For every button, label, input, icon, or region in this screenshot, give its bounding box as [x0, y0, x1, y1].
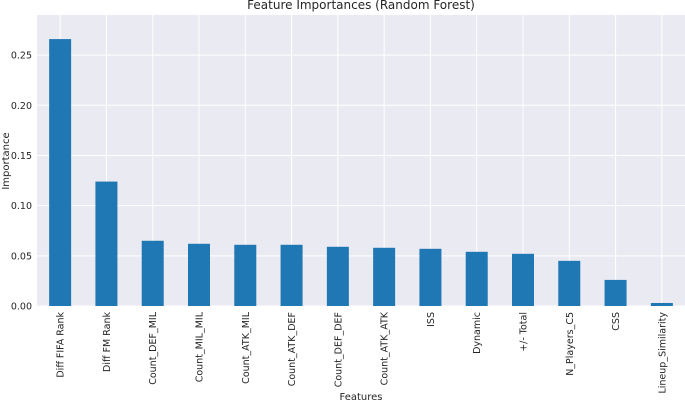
bar	[558, 260, 581, 306]
x-tick-label: Dynamic	[472, 312, 483, 354]
y-tick-label: 0.15	[11, 151, 32, 162]
x-tick-label: Count_ATK_MIL	[241, 311, 252, 384]
chart-title: Feature Importances (Random Forest)	[247, 0, 475, 12]
x-tick-label: Diff FIFA Rank	[56, 312, 67, 378]
bar	[141, 240, 164, 306]
x-tick-label: Count_ATK_DEF	[287, 312, 298, 386]
x-tick-labels: Diff FIFA Rank Diff FM Rank Count_DEF_MIL C…	[56, 311, 669, 393]
bar	[49, 39, 72, 306]
x-tick-label: Diff FM Rank	[102, 312, 113, 372]
plot-background	[37, 15, 685, 306]
bar	[465, 251, 488, 306]
y-tick-label: 0.20	[11, 101, 32, 112]
bar	[650, 302, 673, 306]
y-tick-labels: 0.00 0.05 0.10 0.15 0.20 0.25	[11, 51, 32, 313]
x-tick-label: +/- Total	[519, 312, 530, 352]
bar	[512, 253, 534, 306]
bar	[234, 244, 257, 306]
x-tick-label: CSS	[611, 312, 622, 331]
y-axis-label: Importance	[1, 132, 12, 189]
y-tick-label: 0.00	[11, 302, 32, 313]
bar	[419, 248, 442, 306]
x-tick-label: Lineup_Similarity	[657, 312, 668, 394]
bar	[95, 181, 118, 306]
x-tick-label: Count_MIL_MIL	[195, 311, 206, 382]
bar	[326, 246, 349, 306]
x-axis-label: Features	[340, 392, 383, 401]
bar	[188, 243, 210, 306]
y-tick-label: 0.25	[11, 51, 32, 62]
x-tick-label: Count_DEF_DEF	[333, 312, 344, 387]
x-tick-label: ISS	[426, 312, 437, 327]
bars	[49, 39, 673, 306]
x-tick-label: Count_DEF_MIL	[148, 311, 159, 384]
bar	[280, 244, 303, 306]
bar	[604, 279, 627, 306]
x-tick-label: N_Players_C5	[565, 312, 576, 376]
bar	[373, 247, 396, 306]
x-tick-label: Count_ATK_ATK	[380, 311, 391, 385]
y-tick-label: 0.05	[11, 251, 32, 262]
y-tick-label: 0.10	[11, 201, 32, 212]
